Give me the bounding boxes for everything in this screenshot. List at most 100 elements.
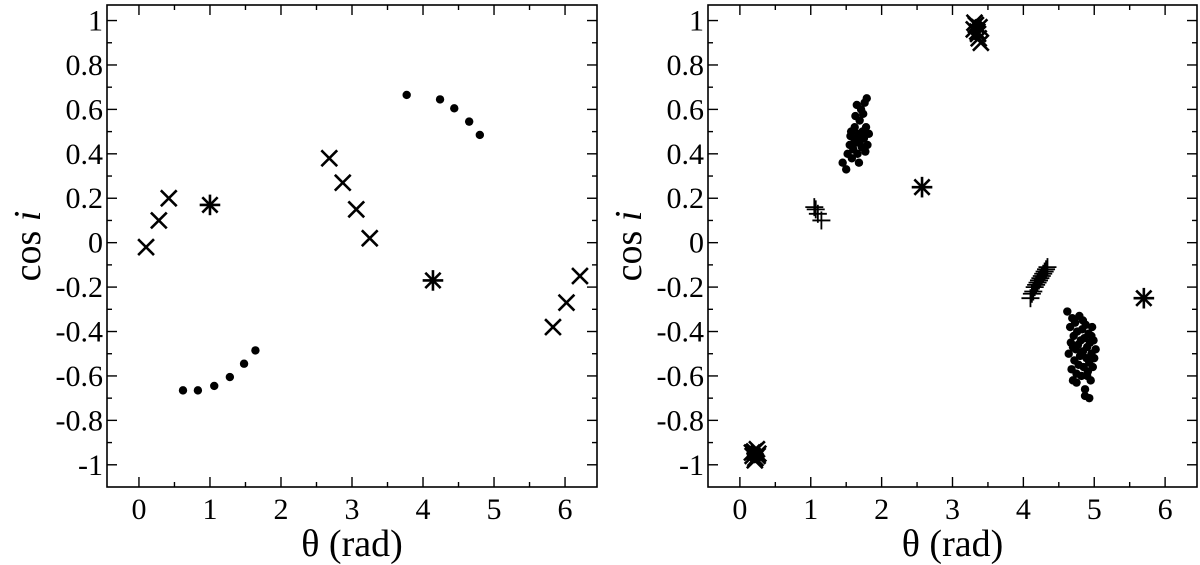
- dot-marker: [1068, 342, 1078, 352]
- dot-marker: [862, 94, 871, 103]
- dot-marker: [854, 158, 864, 167]
- y-tick-label: 0.4: [667, 138, 705, 171]
- star-marker: [199, 194, 221, 216]
- dot-marker: [853, 149, 862, 159]
- dot-marker: [210, 381, 219, 391]
- dot-marker: [747, 450, 757, 459]
- cross-marker: [320, 149, 339, 168]
- cross-marker: [544, 318, 562, 336]
- x-tick-label: 3: [945, 493, 960, 526]
- dot-marker: [838, 158, 847, 167]
- dot-marker: [861, 122, 871, 132]
- y-tick-label: 1: [689, 5, 704, 38]
- dot-marker: [464, 117, 474, 126]
- plot-frame: [106, 4, 598, 488]
- y-axis-title-variable: i: [608, 211, 650, 222]
- dot-marker: [402, 90, 411, 100]
- y-tick-label: 0: [689, 227, 704, 260]
- dot-marker: [1088, 362, 1098, 372]
- dot-marker: [1087, 331, 1096, 341]
- x-tick-label: 6: [558, 493, 573, 526]
- y-tick-label: -0.6: [56, 360, 104, 393]
- x-tick-label: 6: [1158, 493, 1173, 526]
- x-axis-title: θ (rad): [902, 523, 1004, 565]
- dot-marker: [1082, 371, 1092, 381]
- y-tick-label: 1: [88, 5, 103, 38]
- y-tick-label: 0.6: [667, 93, 705, 126]
- y-tick-label: -0.6: [657, 360, 705, 393]
- y-tick-label: 0.8: [66, 49, 104, 82]
- dot-marker: [1070, 318, 1080, 327]
- x-tick-label: 0: [131, 493, 146, 526]
- plus-marker: [806, 200, 825, 219]
- cross-marker: [150, 211, 168, 230]
- y-axis-title-variable: i: [7, 211, 49, 222]
- plot-frame: [707, 4, 1198, 488]
- dot-marker: [1091, 345, 1100, 354]
- dot-marker: [864, 129, 874, 139]
- dot-marker: [450, 104, 459, 113]
- cross-marker: [159, 189, 178, 208]
- dot-marker: [1078, 316, 1088, 325]
- y-tick-label: -0.4: [657, 316, 705, 349]
- dot-marker: [855, 116, 864, 125]
- y-axis-title-main: cos: [7, 221, 49, 281]
- x-tick-label: 4: [416, 493, 431, 526]
- dot-marker: [1064, 349, 1073, 358]
- plus-marker: [812, 211, 831, 230]
- y-tick-label: -0.8: [657, 404, 705, 437]
- x-tick-label: 2: [273, 493, 288, 526]
- dot-marker: [1072, 378, 1081, 387]
- x-axis-title: θ (rad): [301, 523, 403, 565]
- x-tick-label: 1: [202, 493, 217, 526]
- dot-marker: [973, 18, 982, 27]
- y-tick-label: 0: [88, 227, 103, 260]
- star-marker: [911, 176, 933, 198]
- y-tick-label: -0.2: [56, 271, 104, 304]
- y-axis-title: cos i: [7, 211, 49, 282]
- cross-marker: [571, 267, 589, 285]
- y-axis-title-main: cos: [608, 221, 650, 281]
- y-tick-label: 0.2: [667, 182, 705, 215]
- y-axis-title: cos i: [608, 211, 650, 282]
- dot-marker: [971, 31, 981, 41]
- cross-marker: [333, 173, 352, 192]
- y-tick-label: 0.4: [66, 138, 104, 171]
- dot-marker: [1090, 353, 1099, 363]
- y-tick-label: 0.6: [66, 93, 104, 126]
- dot-marker: [756, 451, 765, 461]
- y-tick-label: -1: [78, 449, 103, 482]
- y-tick-label: 0.8: [667, 49, 705, 82]
- y-tick-label: -0.4: [56, 316, 104, 349]
- dot-marker: [178, 386, 188, 395]
- plus-marker: [1035, 262, 1054, 281]
- x-tick-label: 4: [1016, 493, 1031, 526]
- dot-marker: [1085, 393, 1094, 403]
- cross-marker: [360, 229, 379, 248]
- star-marker: [422, 270, 444, 291]
- x-tick-label: 2: [874, 493, 889, 526]
- dot-marker: [1087, 322, 1097, 332]
- y-tick-label: -0.2: [657, 271, 705, 304]
- dot-marker: [861, 147, 870, 156]
- dot-marker: [1080, 385, 1090, 394]
- star-marker: [1133, 287, 1155, 309]
- dot-marker: [251, 346, 260, 355]
- dot-marker: [863, 140, 872, 150]
- x-tick-label: 0: [732, 493, 747, 526]
- plus-marker: [1038, 258, 1057, 277]
- right-panel: 0 1 2 3 4 5 6 1 0.8 0.6 0.4 0.2 0 -0.2 -0.4 -0.6 -0.8 -1 θ…: [608, 4, 1198, 565]
- dot-marker: [859, 109, 868, 119]
- left-panel: 0 1 2 3 4 5 6 1 0.8 0.6 0.4 0.2 0 -0.2 -0.4 -0.6 -0.8 -1 θ…: [7, 4, 598, 565]
- x-tick-label: 5: [487, 493, 502, 526]
- dot-marker: [850, 122, 859, 132]
- dot-marker: [239, 359, 249, 368]
- y-tick-label: 0.2: [66, 182, 104, 215]
- dot-marker: [193, 386, 203, 395]
- y-tick-label: -1: [679, 449, 704, 482]
- cross-marker: [557, 293, 576, 312]
- y-tick-label: -0.8: [56, 404, 104, 437]
- dot-marker: [435, 95, 445, 104]
- x-tick-label: 1: [803, 493, 818, 526]
